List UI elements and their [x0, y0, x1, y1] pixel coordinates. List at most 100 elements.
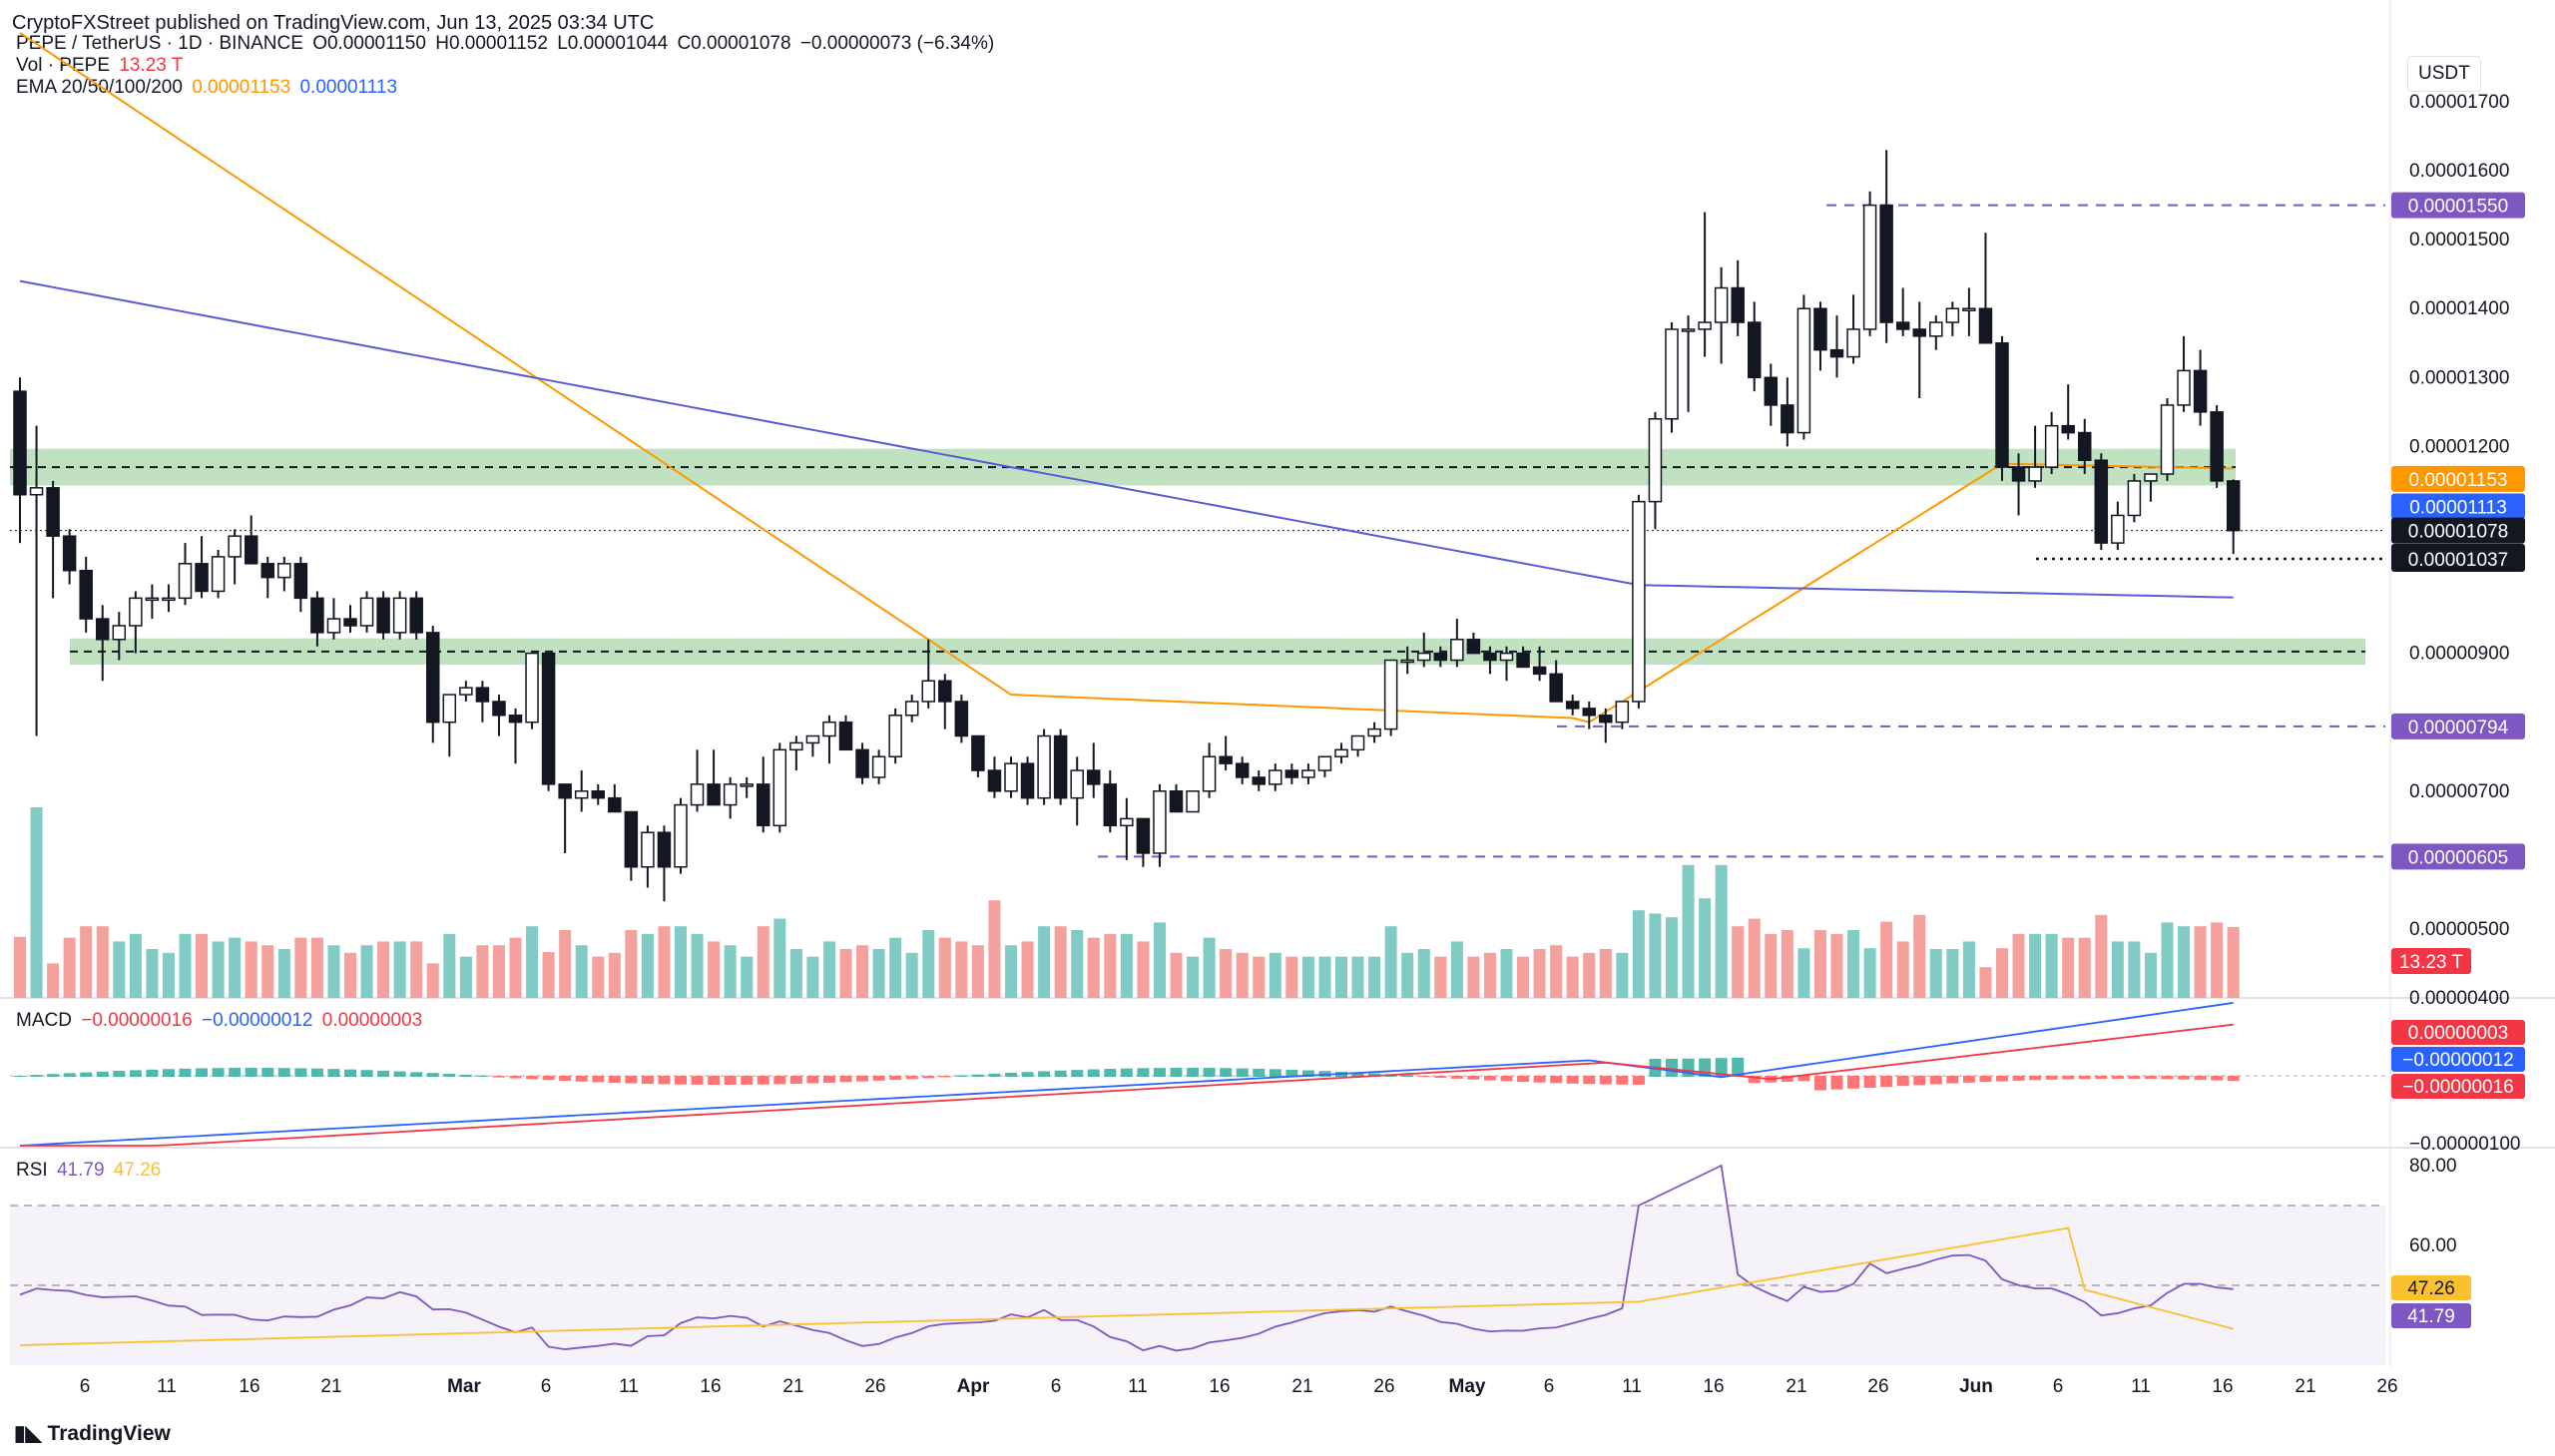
- volume-label[interactable]: Vol · PEPE: [16, 55, 110, 76]
- volume-bar: [971, 945, 984, 998]
- volume-bar: [1979, 967, 1992, 998]
- volume-bar: [1847, 930, 1860, 998]
- candle: [376, 597, 390, 634]
- macd-bar: [1005, 1073, 1017, 1077]
- macd-bar: [277, 1068, 290, 1077]
- macd-bar: [310, 1068, 323, 1077]
- candle: [558, 783, 572, 799]
- candle: [1648, 418, 1663, 503]
- candle: [1665, 328, 1679, 420]
- x-axis-label: 21: [320, 1376, 341, 1397]
- x-axis-label: 26: [1373, 1376, 1394, 1397]
- x-axis-label: Apr: [957, 1376, 990, 1397]
- candle: [1070, 769, 1084, 799]
- candle: [392, 597, 407, 634]
- candle: [1483, 652, 1497, 662]
- candle: [855, 748, 869, 778]
- macd-label[interactable]: MACD: [16, 1010, 72, 1031]
- x-axis-label: Mar: [447, 1376, 481, 1397]
- volume-bar: [377, 941, 390, 998]
- volume-bar: [360, 945, 373, 998]
- macd-bar: [1715, 1058, 1728, 1077]
- candle: [2226, 480, 2241, 532]
- price-tag-label: 0.00001078: [2408, 522, 2508, 543]
- macd-bar: [1946, 1076, 1959, 1084]
- macd-bar: [658, 1076, 671, 1085]
- macd-bar: [327, 1069, 340, 1077]
- macd-bar: [1087, 1069, 1100, 1077]
- x-axis-label: 11: [619, 1376, 639, 1397]
- candle: [1417, 652, 1431, 662]
- candle: [1004, 762, 1018, 792]
- candle: [1367, 728, 1381, 737]
- x-axis-label: Jun: [1959, 1376, 1993, 1397]
- candle: [1945, 307, 1960, 323]
- price-axis-label: 0.00000500: [2409, 919, 2509, 940]
- price-tag-label: 0.00001153: [2409, 470, 2508, 491]
- macd-bar: [377, 1070, 390, 1077]
- macd-bar: [822, 1076, 835, 1083]
- price-axis-label: 0.00001700: [2409, 92, 2509, 113]
- macd-bar: [129, 1070, 142, 1077]
- ema-orange-line: [19, 32, 2234, 724]
- candle: [1153, 790, 1167, 854]
- macd-bar: [971, 1074, 984, 1077]
- ema-label[interactable]: EMA 20/50/100/200: [16, 77, 183, 98]
- macd-bar: [2062, 1076, 2075, 1080]
- volume-bar: [1401, 952, 1414, 998]
- candle: [1731, 286, 1745, 323]
- rsi-value: 41.79: [56, 1160, 105, 1181]
- candle: [2061, 424, 2075, 434]
- macd-bar: [1962, 1076, 1975, 1083]
- candle: [2193, 369, 2208, 413]
- x-axis-label: 11: [2131, 1376, 2151, 1397]
- candle: [508, 715, 523, 724]
- volume-bar: [526, 926, 539, 998]
- x-axis-label: 6: [541, 1376, 552, 1397]
- macd-bar: [1120, 1068, 1133, 1077]
- candle: [2111, 514, 2125, 544]
- candle: [674, 803, 688, 868]
- volume-bar: [63, 937, 76, 998]
- candle: [1962, 307, 1976, 311]
- macd-bar: [1236, 1068, 1249, 1077]
- macd-bar: [410, 1072, 423, 1077]
- macd-bar: [1137, 1068, 1150, 1077]
- candle: [442, 694, 457, 724]
- macd-bar: [1847, 1076, 1860, 1089]
- macd-tag-bg: [2391, 1020, 2525, 1045]
- tradingview-logo[interactable]: ▮◣ TradingView: [14, 1421, 171, 1446]
- currency-button[interactable]: USDT: [2407, 56, 2481, 92]
- candle: [608, 796, 622, 813]
- volume-bar: [1913, 914, 1926, 998]
- candle: [1879, 204, 1893, 323]
- candle: [723, 783, 738, 806]
- volume-bar: [741, 956, 754, 998]
- volume-bar: [938, 937, 951, 998]
- macd-bar: [1483, 1076, 1496, 1081]
- candle: [1549, 673, 1563, 703]
- macd-bar: [113, 1071, 126, 1077]
- rsi-tag: 47.26: [2391, 1275, 2471, 1300]
- rsi-label[interactable]: RSI: [16, 1160, 48, 1181]
- macd-bar: [360, 1070, 373, 1077]
- macd-bar: [2178, 1076, 2191, 1080]
- rsi-axis-label: 60.00: [2409, 1235, 2457, 1256]
- candle: [1582, 708, 1596, 717]
- macd-bar: [773, 1076, 786, 1085]
- macd-tag-label: −0.00000012: [2402, 1050, 2513, 1071]
- macd-bar: [1533, 1076, 1546, 1083]
- candle: [2160, 404, 2175, 475]
- ema-blue-line: [19, 279, 2234, 599]
- volume-bar: [1566, 956, 1579, 998]
- macd-bar: [1104, 1069, 1117, 1077]
- macd-bar: [1285, 1069, 1298, 1077]
- macd-bar: [2144, 1076, 2157, 1080]
- macd-bar: [938, 1076, 951, 1078]
- macd-bar: [1220, 1068, 1233, 1077]
- macd-bar: [1301, 1070, 1314, 1077]
- symbol-name[interactable]: PEPE / TetherUS · 1D · BINANCE: [16, 33, 303, 54]
- macd-bar: [2194, 1076, 2207, 1081]
- candle: [690, 783, 705, 806]
